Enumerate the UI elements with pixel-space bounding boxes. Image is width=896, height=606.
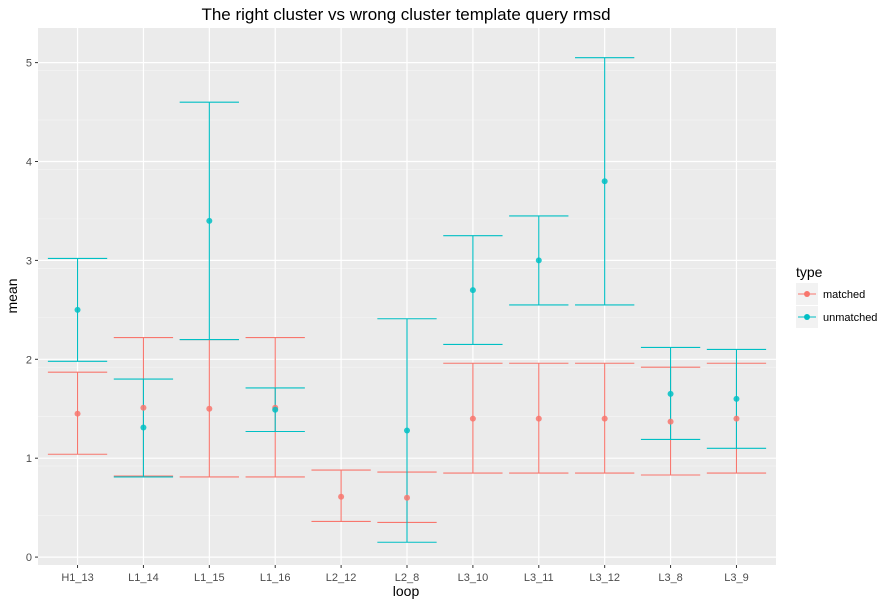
x-axis-title: loop bbox=[393, 583, 420, 599]
data-point bbox=[206, 405, 213, 412]
y-tick-label: 1 bbox=[26, 453, 32, 465]
legend-point bbox=[804, 314, 810, 320]
data-point bbox=[404, 427, 410, 434]
data-point bbox=[469, 415, 476, 422]
chart-marks bbox=[47, 57, 767, 543]
x-tick-label: H1_13 bbox=[61, 572, 93, 584]
y-tick-label: 3 bbox=[26, 255, 32, 267]
data-point bbox=[140, 404, 147, 411]
x-tick-label: L3_11 bbox=[524, 572, 554, 584]
y-axis: 0 1 2 3 4 5 bbox=[26, 58, 38, 564]
y-tick-label: 4 bbox=[26, 157, 32, 169]
plot-title: The right cluster vs wrong cluster templ… bbox=[201, 5, 610, 24]
x-tick-label: L1_14 bbox=[128, 572, 159, 584]
y-tick-label: 2 bbox=[26, 354, 32, 366]
data-point bbox=[667, 418, 674, 425]
points-unmatched bbox=[74, 178, 740, 434]
y-axis-title: mean bbox=[4, 278, 20, 313]
x-tick-label: L1_15 bbox=[194, 572, 225, 584]
data-point bbox=[404, 494, 410, 501]
x-tick-label: L3_10 bbox=[458, 572, 489, 584]
y-tick-label: 0 bbox=[26, 552, 32, 564]
legend-label: unmatched bbox=[823, 312, 877, 324]
legend-point bbox=[804, 291, 810, 297]
x-tick-label: L1_16 bbox=[260, 572, 291, 584]
data-point bbox=[733, 415, 740, 422]
x-tick-label: L3_8 bbox=[658, 572, 682, 584]
data-point bbox=[667, 390, 674, 397]
y-tick-label: 5 bbox=[26, 58, 32, 70]
data-point bbox=[469, 287, 476, 294]
data-point bbox=[601, 415, 608, 422]
data-point bbox=[74, 410, 81, 417]
data-point bbox=[338, 493, 345, 500]
legend-item: unmatched bbox=[796, 306, 877, 328]
x-tick-label: L3_9 bbox=[724, 572, 748, 584]
data-point bbox=[601, 178, 608, 185]
legend-label: matched bbox=[823, 289, 865, 301]
legend-items: matched unmatched bbox=[796, 283, 877, 328]
data-point bbox=[733, 395, 740, 402]
data-point bbox=[535, 257, 542, 264]
x-tick-label: L2_8 bbox=[395, 572, 419, 584]
legend: type matched unmatched bbox=[796, 264, 877, 328]
x-axis: H1_13 L1_14 L1_15 L1_16 L2_12 L2_8 L3_10 L3_11 L… bbox=[61, 565, 749, 584]
legend-item: matched bbox=[796, 283, 865, 305]
data-point bbox=[74, 306, 81, 313]
data-point bbox=[140, 424, 147, 431]
legend-title: type bbox=[796, 264, 823, 280]
x-tick-label: L3_12 bbox=[589, 572, 620, 584]
data-point bbox=[272, 406, 279, 413]
data-point bbox=[535, 415, 542, 422]
data-point bbox=[206, 217, 213, 224]
x-tick-label: L2_12 bbox=[326, 572, 357, 584]
